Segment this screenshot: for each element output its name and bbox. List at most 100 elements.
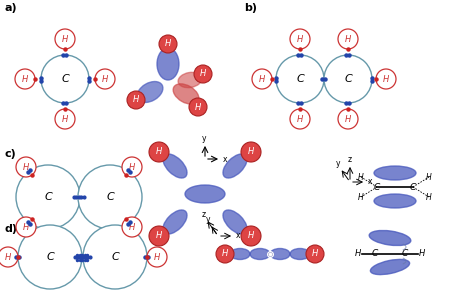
- Text: C: C: [296, 74, 304, 84]
- Circle shape: [55, 109, 75, 129]
- Text: H: H: [345, 34, 351, 43]
- Text: H: H: [5, 252, 11, 261]
- Ellipse shape: [163, 210, 187, 234]
- Circle shape: [95, 69, 115, 89]
- Text: H: H: [383, 75, 389, 83]
- Circle shape: [16, 217, 36, 237]
- Text: H: H: [23, 222, 29, 231]
- Text: x: x: [368, 178, 373, 187]
- Text: y: y: [206, 215, 210, 224]
- Text: H: H: [426, 192, 432, 201]
- Text: C: C: [106, 192, 114, 202]
- Circle shape: [376, 69, 396, 89]
- Circle shape: [55, 29, 75, 49]
- Ellipse shape: [223, 210, 247, 234]
- Text: H: H: [358, 192, 364, 201]
- Ellipse shape: [157, 48, 179, 80]
- Text: H: H: [195, 102, 201, 111]
- Circle shape: [78, 165, 142, 229]
- Circle shape: [122, 157, 142, 177]
- Text: H: H: [22, 75, 28, 83]
- Text: C: C: [111, 252, 119, 262]
- Ellipse shape: [163, 154, 187, 178]
- Circle shape: [83, 225, 147, 289]
- Text: H: H: [23, 162, 29, 171]
- Text: H: H: [426, 173, 432, 181]
- Circle shape: [216, 245, 234, 263]
- Circle shape: [15, 69, 35, 89]
- Text: H: H: [165, 40, 171, 48]
- Text: H: H: [200, 69, 206, 78]
- Text: H: H: [222, 249, 228, 258]
- Circle shape: [290, 29, 310, 49]
- Text: z: z: [202, 210, 206, 219]
- Text: C: C: [344, 74, 352, 84]
- Text: x: x: [236, 231, 240, 241]
- Text: C: C: [61, 74, 69, 84]
- Circle shape: [159, 35, 177, 53]
- Text: C: C: [44, 192, 52, 202]
- Text: C: C: [410, 182, 416, 192]
- Ellipse shape: [370, 259, 410, 275]
- Circle shape: [16, 165, 80, 229]
- Circle shape: [338, 29, 358, 49]
- Circle shape: [290, 109, 310, 129]
- Text: b): b): [244, 3, 257, 13]
- Circle shape: [147, 247, 167, 267]
- Text: a): a): [5, 3, 18, 13]
- Text: H: H: [259, 75, 265, 83]
- Ellipse shape: [185, 185, 225, 203]
- Text: y: y: [202, 134, 206, 143]
- Ellipse shape: [173, 84, 199, 104]
- Ellipse shape: [250, 249, 270, 260]
- Text: H: H: [133, 96, 139, 105]
- Text: H: H: [355, 249, 361, 258]
- Text: H: H: [102, 75, 108, 83]
- Circle shape: [252, 69, 272, 89]
- Text: H: H: [154, 252, 160, 261]
- Ellipse shape: [137, 81, 163, 102]
- Text: H: H: [419, 249, 425, 258]
- Text: C: C: [402, 249, 408, 258]
- Text: C: C: [46, 252, 54, 262]
- Circle shape: [241, 226, 261, 246]
- Circle shape: [194, 65, 212, 83]
- Circle shape: [41, 55, 89, 103]
- Circle shape: [276, 55, 324, 103]
- Text: H: H: [248, 148, 254, 157]
- Circle shape: [0, 247, 18, 267]
- Text: H: H: [62, 115, 68, 124]
- Ellipse shape: [270, 249, 290, 260]
- Ellipse shape: [374, 194, 416, 208]
- Circle shape: [149, 226, 169, 246]
- Circle shape: [324, 55, 372, 103]
- Text: H: H: [156, 148, 162, 157]
- Text: H: H: [129, 222, 135, 231]
- Text: x: x: [223, 154, 228, 164]
- Text: H: H: [358, 173, 364, 181]
- Text: H: H: [156, 231, 162, 241]
- Text: H: H: [297, 34, 303, 43]
- Circle shape: [16, 157, 36, 177]
- Text: H: H: [312, 249, 318, 258]
- Ellipse shape: [223, 154, 247, 178]
- Circle shape: [18, 225, 82, 289]
- Text: z: z: [348, 155, 352, 164]
- Ellipse shape: [290, 249, 310, 260]
- Ellipse shape: [178, 72, 202, 88]
- Circle shape: [127, 91, 145, 109]
- Ellipse shape: [374, 166, 416, 180]
- Circle shape: [306, 245, 324, 263]
- Text: C: C: [372, 249, 378, 258]
- Circle shape: [189, 98, 207, 116]
- Text: c): c): [5, 149, 17, 159]
- Circle shape: [149, 142, 169, 162]
- Circle shape: [241, 142, 261, 162]
- Circle shape: [338, 109, 358, 129]
- Text: H: H: [248, 231, 254, 241]
- Text: H: H: [297, 115, 303, 124]
- Text: H: H: [345, 115, 351, 124]
- Text: d): d): [5, 224, 18, 234]
- Text: y: y: [336, 159, 340, 168]
- Text: H: H: [62, 34, 68, 43]
